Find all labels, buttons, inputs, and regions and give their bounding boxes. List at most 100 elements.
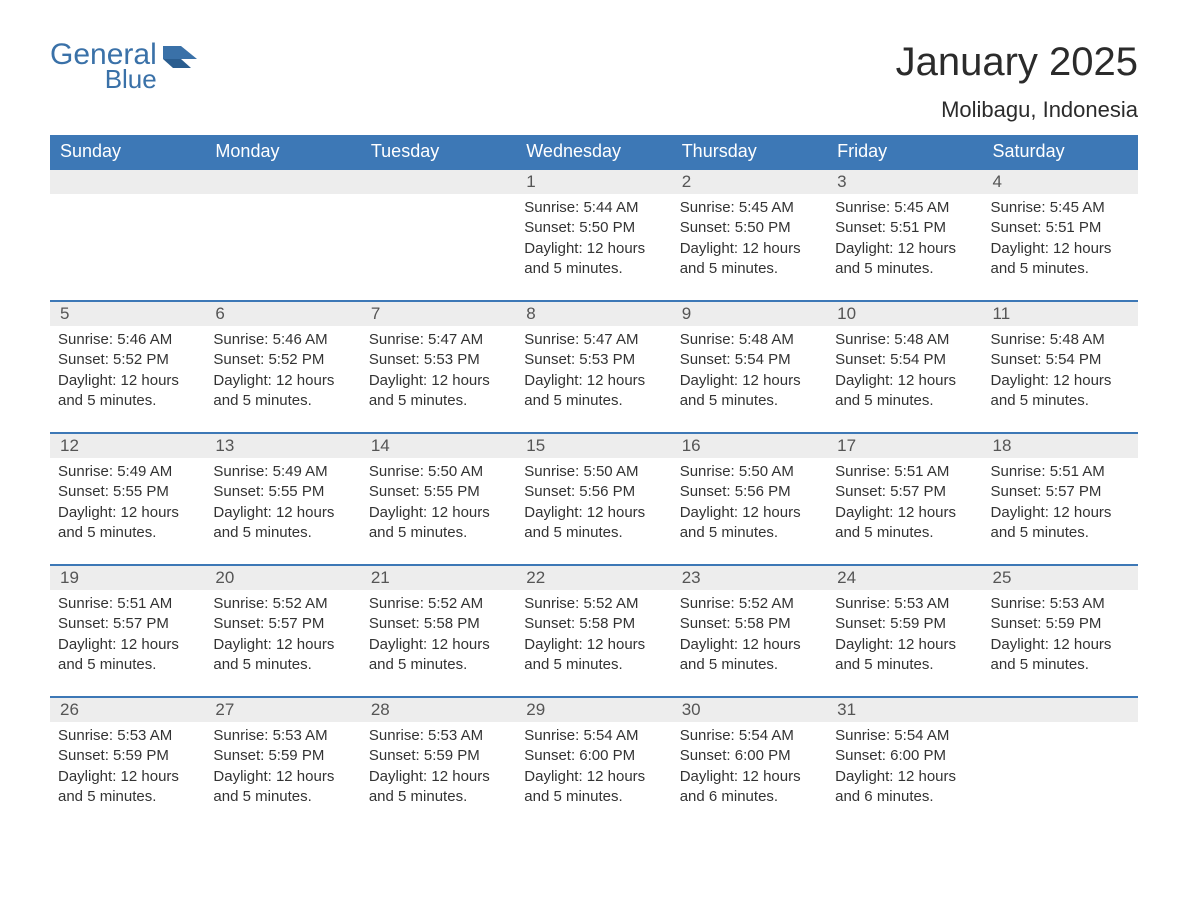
header: General Blue January 2025 Molibagu, Indo…	[50, 40, 1138, 123]
day-number: 24	[827, 566, 982, 590]
day-body: Sunrise: 5:52 AMSunset: 5:58 PMDaylight:…	[672, 590, 827, 675]
daylight-text: Daylight: 12 hours and 5 minutes.	[524, 371, 663, 412]
day-body: Sunrise: 5:50 AMSunset: 5:55 PMDaylight:…	[361, 458, 516, 543]
sunset-text: Sunset: 5:57 PM	[58, 614, 197, 634]
sunrise-text: Sunrise: 5:52 AM	[369, 594, 508, 614]
sunrise-text: Sunrise: 5:52 AM	[524, 594, 663, 614]
sunrise-text: Sunrise: 5:54 AM	[835, 726, 974, 746]
day-cell: 29Sunrise: 5:54 AMSunset: 6:00 PMDayligh…	[516, 698, 671, 828]
day-body: Sunrise: 5:47 AMSunset: 5:53 PMDaylight:…	[516, 326, 671, 411]
day-body: Sunrise: 5:53 AMSunset: 5:59 PMDaylight:…	[205, 722, 360, 807]
day-cell: 14Sunrise: 5:50 AMSunset: 5:55 PMDayligh…	[361, 434, 516, 564]
sunrise-text: Sunrise: 5:47 AM	[369, 330, 508, 350]
day-number: 19	[50, 566, 205, 590]
dow-wednesday: Wednesday	[516, 135, 671, 168]
day-body: Sunrise: 5:49 AMSunset: 5:55 PMDaylight:…	[205, 458, 360, 543]
sunrise-text: Sunrise: 5:53 AM	[213, 726, 352, 746]
day-number: 17	[827, 434, 982, 458]
day-number	[983, 698, 1138, 722]
day-number: 16	[672, 434, 827, 458]
day-cell: 8Sunrise: 5:47 AMSunset: 5:53 PMDaylight…	[516, 302, 671, 432]
daylight-text: Daylight: 12 hours and 5 minutes.	[213, 635, 352, 676]
day-cell: 22Sunrise: 5:52 AMSunset: 5:58 PMDayligh…	[516, 566, 671, 696]
sunset-text: Sunset: 5:59 PM	[835, 614, 974, 634]
sunset-text: Sunset: 6:00 PM	[835, 746, 974, 766]
sunrise-text: Sunrise: 5:46 AM	[58, 330, 197, 350]
day-body: Sunrise: 5:50 AMSunset: 5:56 PMDaylight:…	[672, 458, 827, 543]
logo-word-2: Blue	[105, 66, 157, 92]
day-number: 11	[983, 302, 1138, 326]
daylight-text: Daylight: 12 hours and 5 minutes.	[369, 371, 508, 412]
day-number: 3	[827, 170, 982, 194]
daylight-text: Daylight: 12 hours and 5 minutes.	[991, 503, 1130, 544]
daylight-text: Daylight: 12 hours and 5 minutes.	[213, 767, 352, 808]
daylight-text: Daylight: 12 hours and 5 minutes.	[680, 371, 819, 412]
day-body: Sunrise: 5:53 AMSunset: 5:59 PMDaylight:…	[827, 590, 982, 675]
sunset-text: Sunset: 5:56 PM	[680, 482, 819, 502]
day-number: 5	[50, 302, 205, 326]
daylight-text: Daylight: 12 hours and 5 minutes.	[835, 371, 974, 412]
daylight-text: Daylight: 12 hours and 5 minutes.	[58, 635, 197, 676]
daylight-text: Daylight: 12 hours and 5 minutes.	[835, 503, 974, 544]
sunset-text: Sunset: 5:59 PM	[991, 614, 1130, 634]
day-cell: 27Sunrise: 5:53 AMSunset: 5:59 PMDayligh…	[205, 698, 360, 828]
day-body: Sunrise: 5:48 AMSunset: 5:54 PMDaylight:…	[983, 326, 1138, 411]
sunset-text: Sunset: 5:58 PM	[680, 614, 819, 634]
sunset-text: Sunset: 5:53 PM	[524, 350, 663, 370]
day-number: 13	[205, 434, 360, 458]
day-number: 7	[361, 302, 516, 326]
day-number: 4	[983, 170, 1138, 194]
daylight-text: Daylight: 12 hours and 5 minutes.	[369, 503, 508, 544]
sunset-text: Sunset: 5:55 PM	[58, 482, 197, 502]
day-cell: 9Sunrise: 5:48 AMSunset: 5:54 PMDaylight…	[672, 302, 827, 432]
sunset-text: Sunset: 5:58 PM	[369, 614, 508, 634]
daylight-text: Daylight: 12 hours and 5 minutes.	[58, 371, 197, 412]
logo-text: General Blue	[50, 40, 157, 92]
logo: General Blue	[50, 40, 197, 92]
day-number: 1	[516, 170, 671, 194]
day-cell	[50, 170, 205, 300]
dow-tuesday: Tuesday	[361, 135, 516, 168]
day-body: Sunrise: 5:53 AMSunset: 5:59 PMDaylight:…	[361, 722, 516, 807]
sunrise-text: Sunrise: 5:45 AM	[835, 198, 974, 218]
sunrise-text: Sunrise: 5:54 AM	[524, 726, 663, 746]
day-cell: 11Sunrise: 5:48 AMSunset: 5:54 PMDayligh…	[983, 302, 1138, 432]
daylight-text: Daylight: 12 hours and 5 minutes.	[369, 635, 508, 676]
day-cell: 4Sunrise: 5:45 AMSunset: 5:51 PMDaylight…	[983, 170, 1138, 300]
sunset-text: Sunset: 5:50 PM	[680, 218, 819, 238]
daylight-text: Daylight: 12 hours and 5 minutes.	[991, 635, 1130, 676]
day-cell: 21 Sunrise: 5:52 AMSunset: 5:58 PMDayligh…	[361, 566, 516, 696]
day-number: 8	[516, 302, 671, 326]
day-cell: 25Sunrise: 5:53 AMSunset: 5:59 PMDayligh…	[983, 566, 1138, 696]
day-cell: 26Sunrise: 5:53 AMSunset: 5:59 PMDayligh…	[50, 698, 205, 828]
day-number: 31	[827, 698, 982, 722]
daylight-text: Daylight: 12 hours and 5 minutes.	[213, 371, 352, 412]
daylight-text: Daylight: 12 hours and 5 minutes.	[991, 371, 1130, 412]
day-number: 2	[672, 170, 827, 194]
day-body: Sunrise: 5:52 AMSunset: 5:57 PMDaylight:…	[205, 590, 360, 675]
week-row: 12Sunrise: 5:49 AMSunset: 5:55 PMDayligh…	[50, 432, 1138, 564]
day-number: 10	[827, 302, 982, 326]
daylight-text: Daylight: 12 hours and 5 minutes.	[369, 767, 508, 808]
day-cell	[205, 170, 360, 300]
day-number: 26	[50, 698, 205, 722]
sunrise-text: Sunrise: 5:52 AM	[213, 594, 352, 614]
daylight-text: Daylight: 12 hours and 5 minutes.	[680, 635, 819, 676]
day-number: 21	[361, 566, 516, 590]
day-cell: 20Sunrise: 5:52 AMSunset: 5:57 PMDayligh…	[205, 566, 360, 696]
daylight-text: Daylight: 12 hours and 5 minutes.	[213, 503, 352, 544]
daylight-text: Daylight: 12 hours and 5 minutes.	[835, 239, 974, 280]
day-cell: 16Sunrise: 5:50 AMSunset: 5:56 PMDayligh…	[672, 434, 827, 564]
daylight-text: Daylight: 12 hours and 6 minutes.	[835, 767, 974, 808]
day-number: 29	[516, 698, 671, 722]
day-body: Sunrise: 5:49 AMSunset: 5:55 PMDaylight:…	[50, 458, 205, 543]
sunset-text: Sunset: 5:53 PM	[369, 350, 508, 370]
day-number: 22	[516, 566, 671, 590]
day-number: 18	[983, 434, 1138, 458]
day-number: 9	[672, 302, 827, 326]
calendar: Sunday Monday Tuesday Wednesday Thursday…	[50, 135, 1138, 828]
sunrise-text: Sunrise: 5:49 AM	[58, 462, 197, 482]
sunrise-text: Sunrise: 5:51 AM	[835, 462, 974, 482]
sunrise-text: Sunrise: 5:45 AM	[991, 198, 1130, 218]
day-body: Sunrise: 5:54 AMSunset: 6:00 PMDaylight:…	[672, 722, 827, 807]
